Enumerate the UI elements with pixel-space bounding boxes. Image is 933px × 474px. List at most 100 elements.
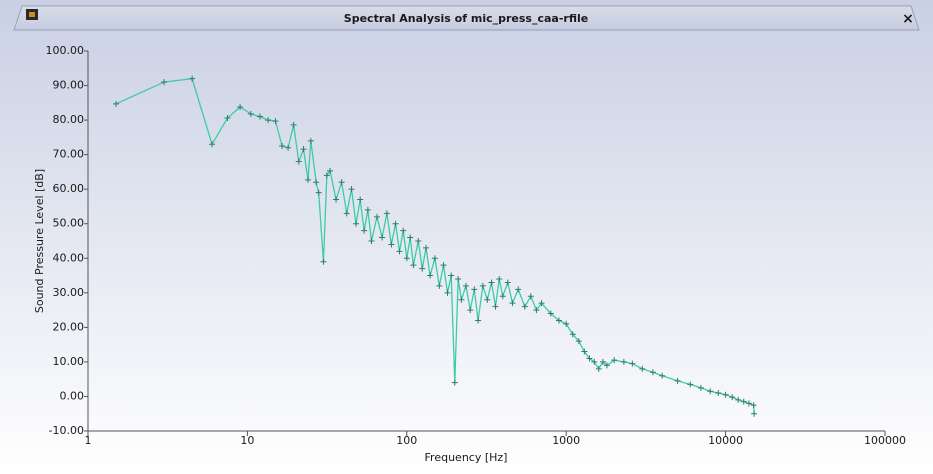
point-marker [674,377,681,384]
point-marker [750,402,757,409]
point-marker [611,357,618,364]
point-marker [448,272,455,279]
point-marker [471,286,478,293]
point-marker [444,289,451,296]
point-marker [323,172,330,179]
y-tick-label: 100.00 [46,44,85,57]
point-marker [458,296,465,303]
point-marker [388,241,395,248]
point-marker [715,390,722,396]
point-marker [436,282,443,289]
point-marker [290,121,297,128]
point-marker [396,248,403,255]
x-tick-label: 100000 [864,434,906,447]
point-marker [247,110,254,117]
close-button[interactable]: × [902,11,914,27]
point-marker [659,372,666,379]
x-tick-label: 1000 [552,434,580,447]
point-marker [563,320,570,327]
point-marker [295,158,302,165]
y-tick-label: 10.00 [53,355,85,368]
point-marker [379,234,386,241]
point-marker [629,360,636,367]
y-tick-label: 90.00 [53,79,85,92]
point-marker [745,400,752,407]
point-marker [462,282,469,289]
point-marker [533,307,540,314]
y-tick-label: 30.00 [53,286,85,299]
point-marker [440,262,447,269]
x-axis-title: Frequency [Hz] [425,451,508,464]
point-marker [348,186,355,193]
point-marker [315,189,322,196]
point-marker [475,317,482,324]
y-axis-title: Sound Pressure Level [dB] [33,169,46,313]
x-tick-label: 10 [240,434,254,447]
point-marker [569,331,576,338]
point-marker [591,358,598,365]
point-marker [368,238,375,244]
point-marker [575,338,582,345]
point-marker [237,103,244,110]
point-marker [333,196,340,203]
point-marker [400,227,407,234]
point-marker [209,141,216,148]
point-marker [279,143,286,149]
point-marker [581,348,588,355]
point-marker [431,255,438,262]
point-marker [649,369,656,376]
point-marker [586,355,593,362]
point-marker [113,100,120,107]
point-marker [620,358,627,365]
y-tick-label: 40.00 [53,251,85,264]
point-marker [265,117,272,124]
point-marker [451,379,458,386]
point-marker [352,220,359,227]
x-tick-label: 1 [85,434,92,447]
point-marker [538,300,545,307]
point-marker [547,310,554,317]
title-bar [13,5,920,31]
point-marker [595,365,602,372]
point-marker [257,113,264,120]
point-marker [307,137,314,144]
point-marker [707,388,714,395]
point-marker [527,293,534,300]
point-marker [189,75,196,82]
point-marker [305,176,312,183]
point-marker [383,210,390,217]
point-marker [509,300,516,307]
y-tick-label: 80.00 [53,113,85,126]
point-marker [427,272,434,279]
point-marker [320,258,327,265]
y-tick-label: 60.00 [53,182,85,195]
point-marker [603,362,610,369]
point-marker [751,410,758,417]
point-marker [300,146,307,153]
point-marker [410,262,417,269]
point-marker [499,293,506,300]
point-marker [697,384,704,391]
y-tick-label: 50.00 [53,217,85,230]
point-marker [403,255,410,262]
point-marker [515,286,522,293]
point-marker [479,282,486,289]
y-tick-label: -10.00 [49,424,84,437]
point-marker [419,265,426,272]
point-marker [285,144,292,151]
point-marker [338,179,345,186]
point-marker [496,276,503,282]
point-marker [504,279,511,286]
point-marker [423,244,430,251]
point-marker [492,303,499,310]
point-marker [392,220,399,227]
point-marker [484,296,491,303]
point-marker [373,213,380,220]
x-tick-label: 100 [396,434,417,447]
point-marker [364,206,371,213]
x-tick-label: 10000 [708,434,743,447]
y-tick-label: 0.00 [60,389,85,402]
point-marker [488,279,495,286]
